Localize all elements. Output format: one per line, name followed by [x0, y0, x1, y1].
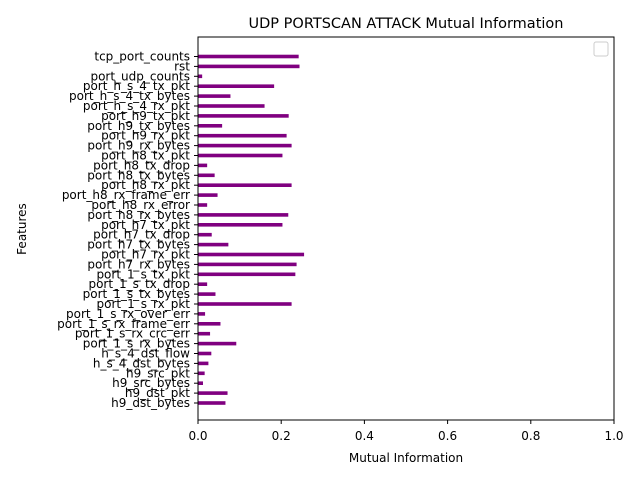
- y-tick-label: port_h_s_4_tx_pkt: [83, 79, 190, 93]
- bar-port_h8_tx_drop: [198, 163, 208, 168]
- y-tick-label: rst: [174, 59, 190, 73]
- y-tick-label: port_h_s_4_tx_bytes: [69, 89, 190, 103]
- y-tick-label: port_h8_tx_bytes: [87, 168, 190, 182]
- bar-h9_src_bytes: [198, 381, 203, 385]
- bar-h9_src_pkt: [198, 371, 205, 376]
- plot-frame: [197, 36, 615, 421]
- x-tick-label: 1.0: [604, 429, 623, 443]
- bar-h9_dst_pkt: [198, 391, 228, 395]
- bar-port_h_s_4_tx_bytes: [198, 94, 231, 98]
- bar-port_1_s_rx_crc_err: [198, 331, 211, 336]
- x-axis-ticks: 0.0 0.2 0.4 0.6 0.8 1.0: [188, 420, 624, 443]
- y-tick-label: tcp_port_counts: [94, 50, 190, 64]
- y-tick-label: h9_dst_pkt: [125, 386, 190, 400]
- y-tick-label: port_1_s_tx_bytes: [83, 287, 190, 301]
- bar-port_h8_rx_frame_err: [198, 193, 218, 197]
- y-axis-label: Features: [15, 203, 29, 255]
- bar-port_h8_tx_pkt: [198, 153, 283, 158]
- y-tick-label: port_h9_rx_pkt: [101, 129, 190, 143]
- bar-port_1_s_rx_pkt: [198, 302, 292, 306]
- y-tick-label: port_1_s_tx_pkt: [96, 267, 190, 281]
- bars-layer: [198, 54, 305, 405]
- bar-port_h9_tx_bytes: [198, 124, 223, 128]
- bar-port_h8_rx_pkt: [198, 183, 292, 187]
- bar-h9_dst_bytes: [198, 401, 226, 405]
- bar-rst: [198, 64, 300, 69]
- bar-h_s_4_dst_bytes: [198, 361, 209, 366]
- bar-port_h8_rx_error: [198, 203, 208, 207]
- y-tick-label: port_h8_tx_pkt: [101, 149, 190, 163]
- bar-port_1_s_tx_pkt: [198, 272, 296, 277]
- y-tick-label: port_h7_rx_pkt: [101, 248, 190, 262]
- y-tick-label: port_h7_tx_pkt: [101, 218, 190, 232]
- y-tick-label: h9_src_bytes: [112, 376, 190, 390]
- bar-port_h_s_4_tx_pkt: [198, 84, 275, 88]
- y-tick-label: port_h8_tx_drop: [93, 158, 190, 172]
- bar-port_h_s_4_rx_pkt: [198, 104, 265, 108]
- bar-port_h9_tx_pkt: [198, 114, 289, 118]
- y-tick-label: port_udp_counts: [90, 69, 190, 83]
- y-tick-label: port_h8_rx_frame_err: [62, 188, 190, 202]
- bar-port_1_s_rx_over_err: [198, 312, 206, 316]
- y-tick-label: port_1_s_rx_over_err: [66, 307, 190, 321]
- bar-port_1_s_rx_bytes: [198, 341, 237, 346]
- y-tick-label: port_h7_rx_bytes: [87, 257, 190, 271]
- y-tick-label: port_h_s_4_rx_pkt: [83, 99, 190, 113]
- y-tick-label: port_h9_tx_bytes: [87, 119, 190, 133]
- y-tick-label: port_1_s_rx_frame_err: [57, 317, 190, 331]
- y-axis-ticks: tcp_port_countsrstport_udp_countsport_h_…: [57, 50, 198, 410]
- x-tick-label: 0.8: [521, 429, 540, 443]
- x-tick-label: 0.6: [438, 429, 457, 443]
- y-tick-label: port_h8_rx_bytes: [87, 208, 190, 222]
- bar-tcp_port_counts: [198, 54, 299, 59]
- bar-port_h7_tx_bytes: [198, 242, 229, 247]
- y-tick-label: port_h8_rx_pkt: [101, 178, 190, 192]
- y-tick-label: port_h7_tx_drop: [93, 228, 190, 242]
- bar-port_h9_rx_bytes: [198, 143, 292, 148]
- y-tick-label: h9_src_pkt: [126, 366, 190, 380]
- y-tick-label: port_h7_tx_bytes: [87, 238, 190, 252]
- y-tick-label: port_h9_tx_pkt: [101, 109, 190, 123]
- bar-port_h7_tx_pkt: [198, 223, 283, 227]
- y-tick-label: port_1_s_tx_drop: [88, 277, 190, 291]
- bar-port_1_s_rx_frame_err: [198, 322, 221, 326]
- y-tick-label: port_1_s_rx_crc_err: [75, 327, 190, 341]
- x-axis-label: Mutual Information: [349, 451, 463, 465]
- bar-port_h9_rx_pkt: [198, 133, 287, 138]
- y-tick-label: h_s_4_dst_bytes: [93, 356, 190, 370]
- bar-port_h8_rx_bytes: [198, 213, 289, 217]
- y-tick-label: port_h9_rx_bytes: [87, 139, 190, 153]
- y-tick-label: port_1_s_rx_bytes: [83, 337, 190, 351]
- x-tick-label: 0.2: [272, 429, 291, 443]
- y-tick-label: port_1_s_rx_pkt: [97, 297, 191, 311]
- bar-port_1_s_tx_drop: [198, 282, 208, 286]
- x-tick-label: 0.4: [355, 429, 374, 443]
- bar-port_udp_counts: [198, 74, 203, 79]
- bar-port_h7_rx_pkt: [198, 252, 305, 257]
- y-tick-label: h_s_4_dst_flow: [101, 347, 190, 361]
- legend-box: [593, 41, 609, 57]
- bar-port_h7_tx_drop: [198, 232, 212, 237]
- bar-h_s_4_dst_flow: [198, 351, 212, 356]
- y-tick-label: port_h8_rx_error: [91, 198, 190, 212]
- x-tick-label: 0.0: [188, 429, 207, 443]
- bar-port_h8_tx_bytes: [198, 173, 215, 178]
- bar-port_h7_rx_bytes: [198, 262, 297, 267]
- y-tick-label: h9_dst_bytes: [111, 396, 190, 410]
- chart-title: UDP PORTSCAN ATTACK Mutual Information: [249, 16, 564, 32]
- bar-port_1_s_tx_bytes: [198, 292, 216, 296]
